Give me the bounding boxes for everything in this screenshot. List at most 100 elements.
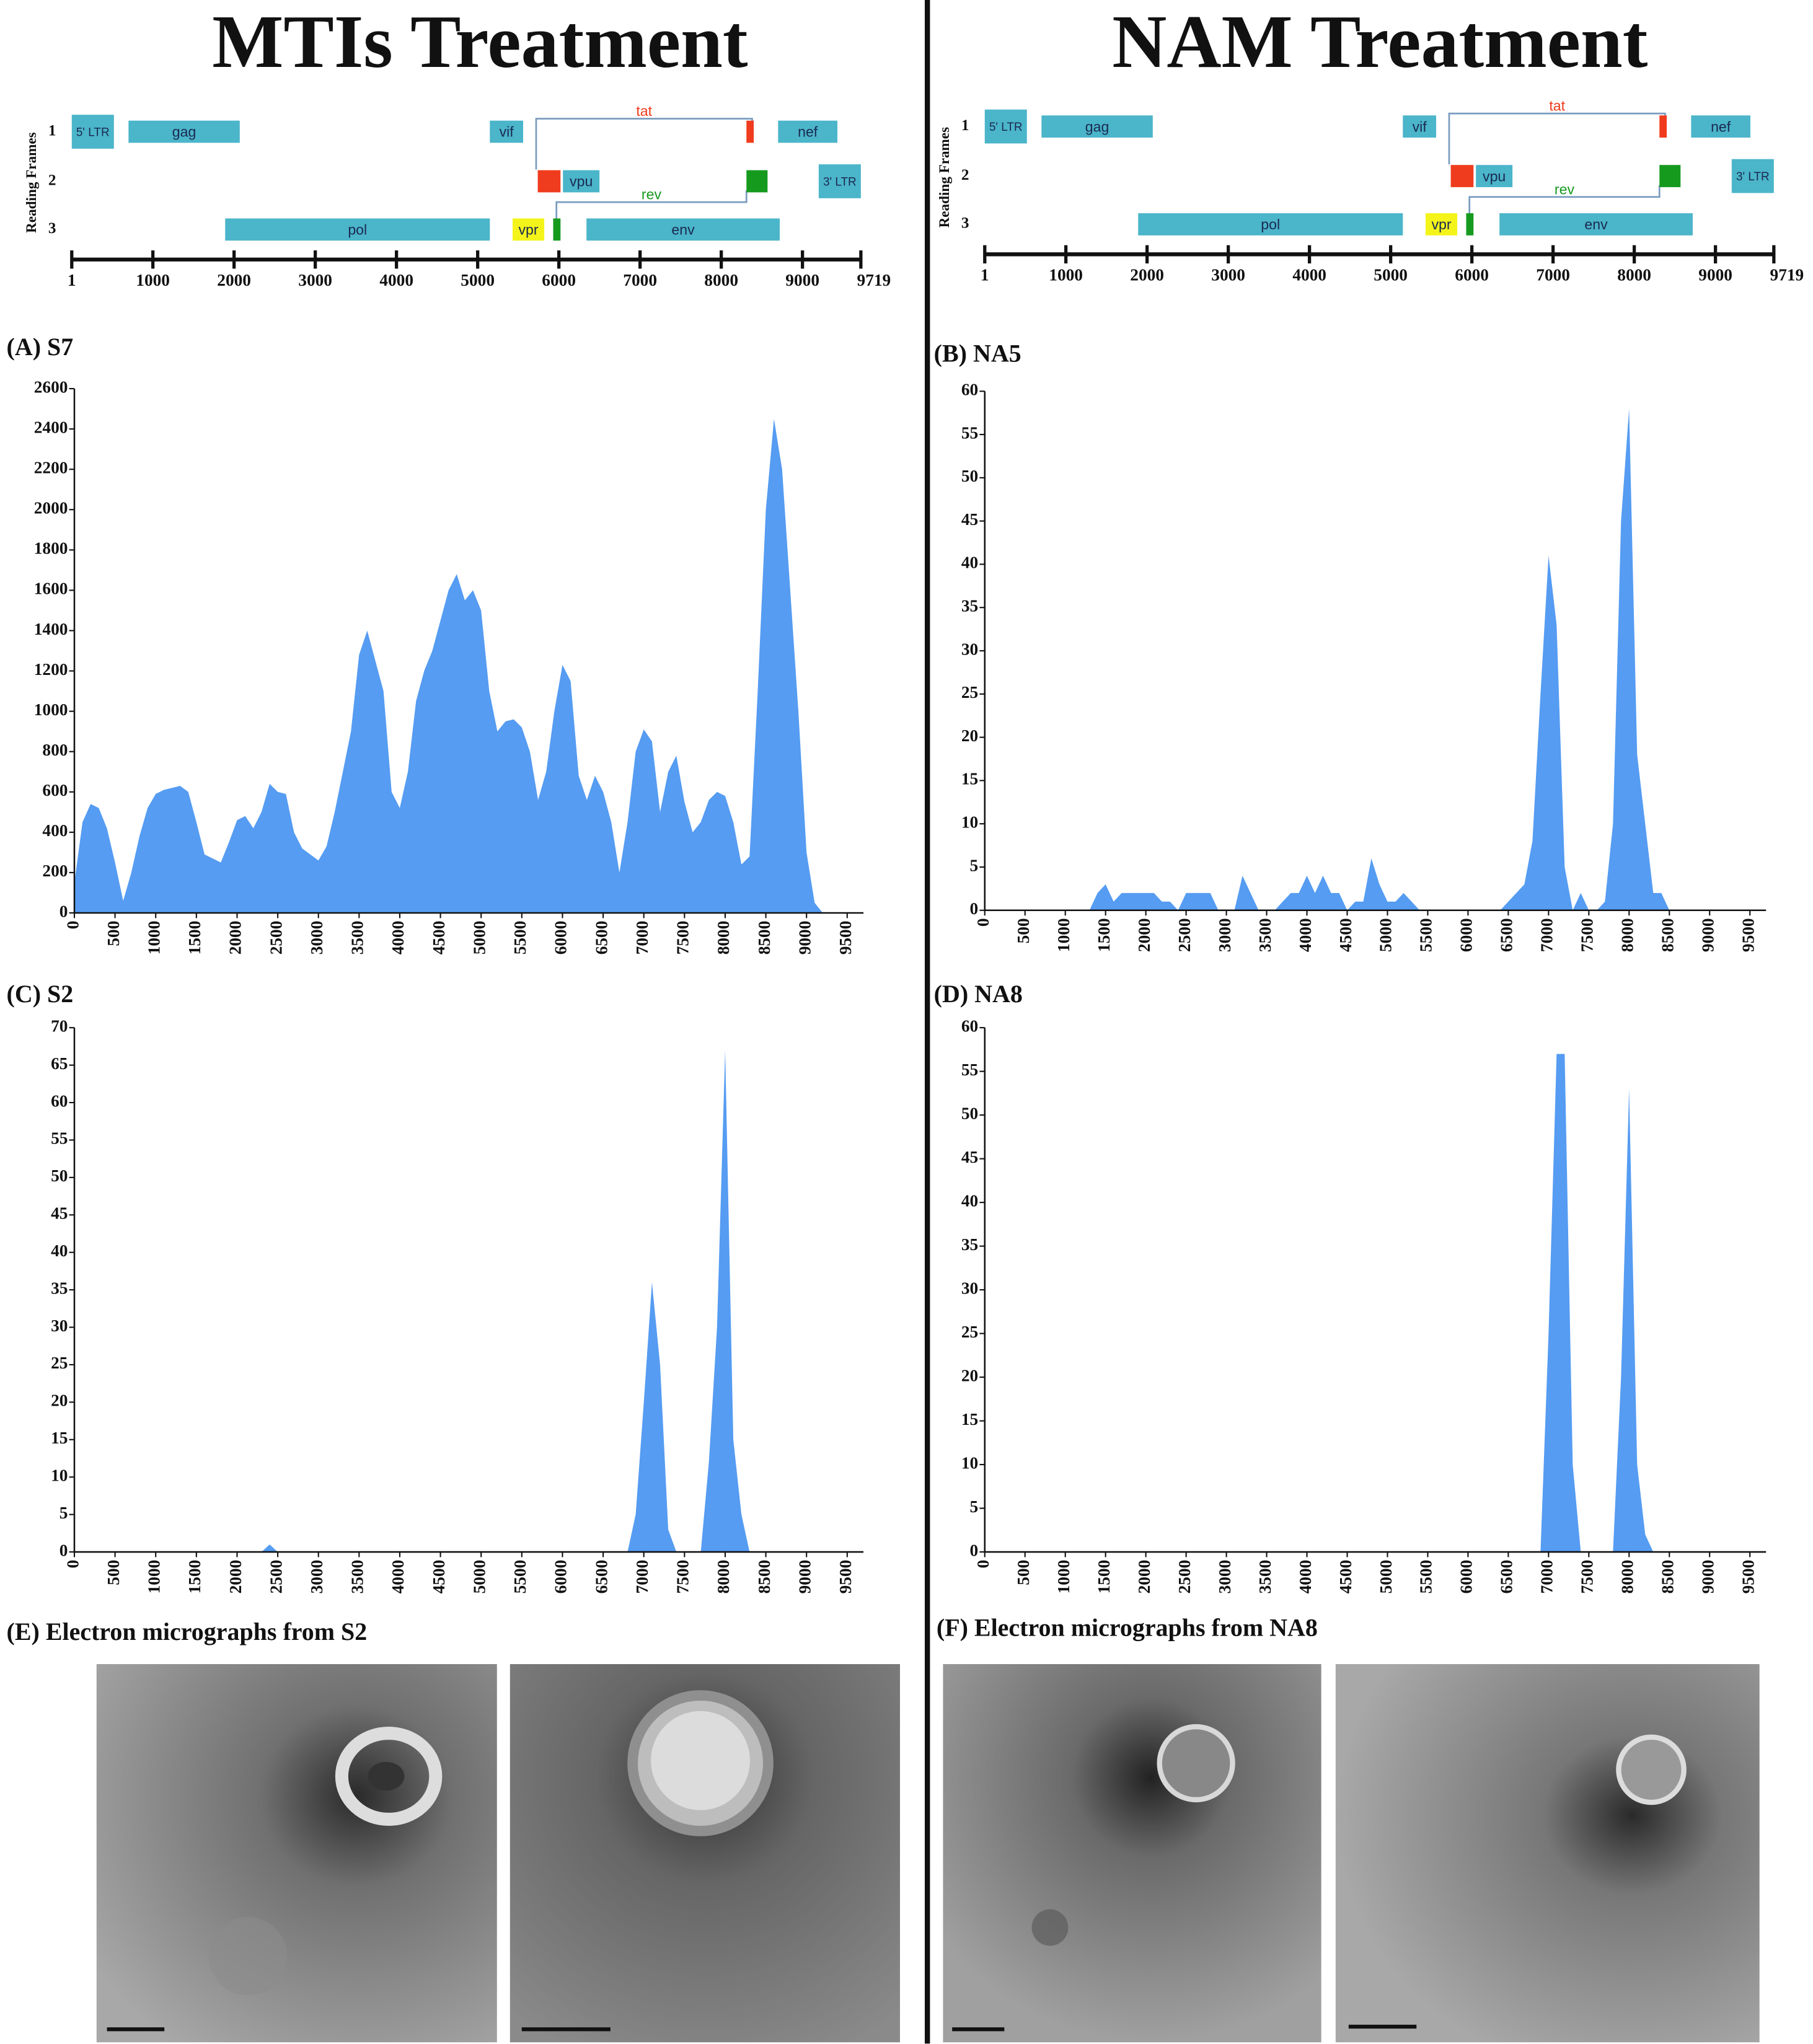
y-tick-label: 60 [961, 1016, 978, 1035]
gene [1659, 165, 1681, 187]
gene-label: 5' LTR [76, 126, 110, 139]
y-tick-label: 2000 [34, 499, 68, 518]
x-tick-label: 1000 [1054, 1560, 1073, 1594]
x-tick-label: 3500 [348, 921, 367, 955]
y-tick-label: 25 [51, 1354, 68, 1372]
coverage-area [984, 1054, 1750, 1553]
y-tick-label: 50 [51, 1166, 68, 1185]
y-tick-label: 0 [60, 1541, 68, 1559]
y-tick-label: 15 [961, 770, 978, 788]
gene [818, 164, 861, 198]
gene-label: gag [1085, 118, 1109, 134]
y-tick-label: 15 [51, 1429, 68, 1447]
gene [490, 120, 524, 143]
ruler-label: 4000 [379, 271, 413, 289]
y-tick-label: 55 [51, 1129, 68, 1148]
chart-title: (A) S7 [7, 333, 74, 361]
x-tick-label: 9500 [1739, 1560, 1757, 1594]
ruler-label: 2000 [1130, 265, 1164, 284]
x-tick-label: 1500 [1095, 1560, 1113, 1594]
x-tick-label: 6000 [1457, 918, 1476, 952]
gene [71, 115, 114, 149]
y-tick-label: 45 [961, 1148, 978, 1166]
x-tick-label: 9000 [1699, 918, 1718, 952]
x-tick-label: 7500 [1578, 1560, 1597, 1594]
x-tick-label: 500 [1014, 918, 1033, 943]
x-tick-label: 6000 [552, 1560, 570, 1594]
y-tick-label: 40 [961, 553, 978, 572]
x-tick-label: 8500 [755, 921, 774, 955]
gene [1731, 159, 1774, 193]
y-tick-label: 600 [42, 781, 68, 800]
x-tick-label: 7000 [633, 921, 651, 955]
gene-label: gag [172, 124, 196, 140]
x-tick-label: 0 [63, 1560, 82, 1569]
genome-map: Reading Frames 1 2 3 5' LTR gag vif tat nef vpu re… [24, 103, 891, 289]
y-tick-label: 30 [961, 1279, 978, 1297]
gene-bracket [1468, 185, 1661, 214]
x-tick-label: 7500 [674, 1560, 692, 1594]
y-tick-label: 2600 [34, 377, 68, 396]
ruler-label: 9719 [1770, 265, 1804, 284]
frame-label: 1 [961, 117, 969, 134]
x-tick-label: 2500 [267, 1560, 285, 1594]
x-tick-label: 7000 [1538, 1560, 1556, 1594]
x-tick-label: 4500 [430, 921, 448, 955]
gene [563, 170, 600, 193]
ruler-label: 1 [981, 265, 989, 284]
y-tick-label: 60 [51, 1091, 68, 1110]
gene [537, 170, 561, 193]
y-tick-label: 40 [961, 1191, 978, 1210]
micrograph [1335, 1664, 1760, 2043]
x-tick-label: 4000 [1296, 918, 1315, 952]
x-tick-label: 500 [104, 921, 123, 946]
x-tick-label: 4500 [430, 1560, 448, 1594]
micrograph [96, 1664, 497, 2043]
y-tick-label: 55 [961, 423, 978, 442]
coverage-area [74, 1050, 847, 1553]
ruler-label: 1 [68, 271, 76, 289]
x-tick-label: 0 [974, 1560, 992, 1569]
ruler-label: 6000 [1455, 265, 1489, 284]
y-tick-label: 55 [961, 1060, 978, 1079]
chart-title: (B) NA5 [934, 340, 1021, 368]
gene [1041, 115, 1153, 138]
x-tick-label: 5500 [1417, 1560, 1436, 1594]
gene-bracket [555, 190, 748, 219]
gene-label: env [671, 222, 695, 238]
y-tick-label: 35 [51, 1279, 68, 1297]
x-tick-label: 8000 [714, 1560, 733, 1594]
x-tick-label: 9500 [836, 921, 855, 955]
gene-label: 3' LTR [823, 176, 857, 189]
y-tick-label: 0 [970, 899, 979, 918]
gene [1138, 213, 1403, 236]
ruler-label: 9719 [857, 271, 891, 289]
y-tick-label: 10 [51, 1466, 68, 1485]
x-tick-label: 1500 [1095, 918, 1113, 952]
y-tick-label: 200 [42, 861, 68, 880]
y-tick-label: 2400 [34, 418, 68, 436]
x-tick-label: 4000 [1296, 1560, 1315, 1594]
y-tick-label: 40 [51, 1241, 68, 1260]
panel-title: (E) Electron micrographs from S2 [7, 1618, 368, 1645]
ruler-label: 5000 [461, 271, 495, 289]
y-tick-label: 20 [961, 726, 978, 745]
ruler-label: 4000 [1292, 265, 1326, 284]
x-tick-label: 5500 [1417, 918, 1436, 952]
y-tick-label: 70 [51, 1016, 68, 1035]
gene [225, 218, 490, 241]
x-tick-label: 3000 [307, 921, 326, 955]
frame-label: 1 [48, 121, 56, 139]
gene [1499, 213, 1693, 236]
x-tick-label: 1000 [145, 1560, 164, 1594]
coverage-area [74, 418, 823, 913]
y-tick-label: 1200 [34, 660, 68, 679]
y-tick-label: 10 [961, 813, 978, 831]
x-tick-label: 8500 [755, 1560, 774, 1594]
y-tick-label: 45 [961, 510, 978, 529]
x-tick-label: 1500 [185, 921, 204, 955]
gene [1403, 115, 1436, 138]
gene-label: tat [1549, 98, 1565, 114]
x-tick-label: 9000 [795, 921, 814, 955]
